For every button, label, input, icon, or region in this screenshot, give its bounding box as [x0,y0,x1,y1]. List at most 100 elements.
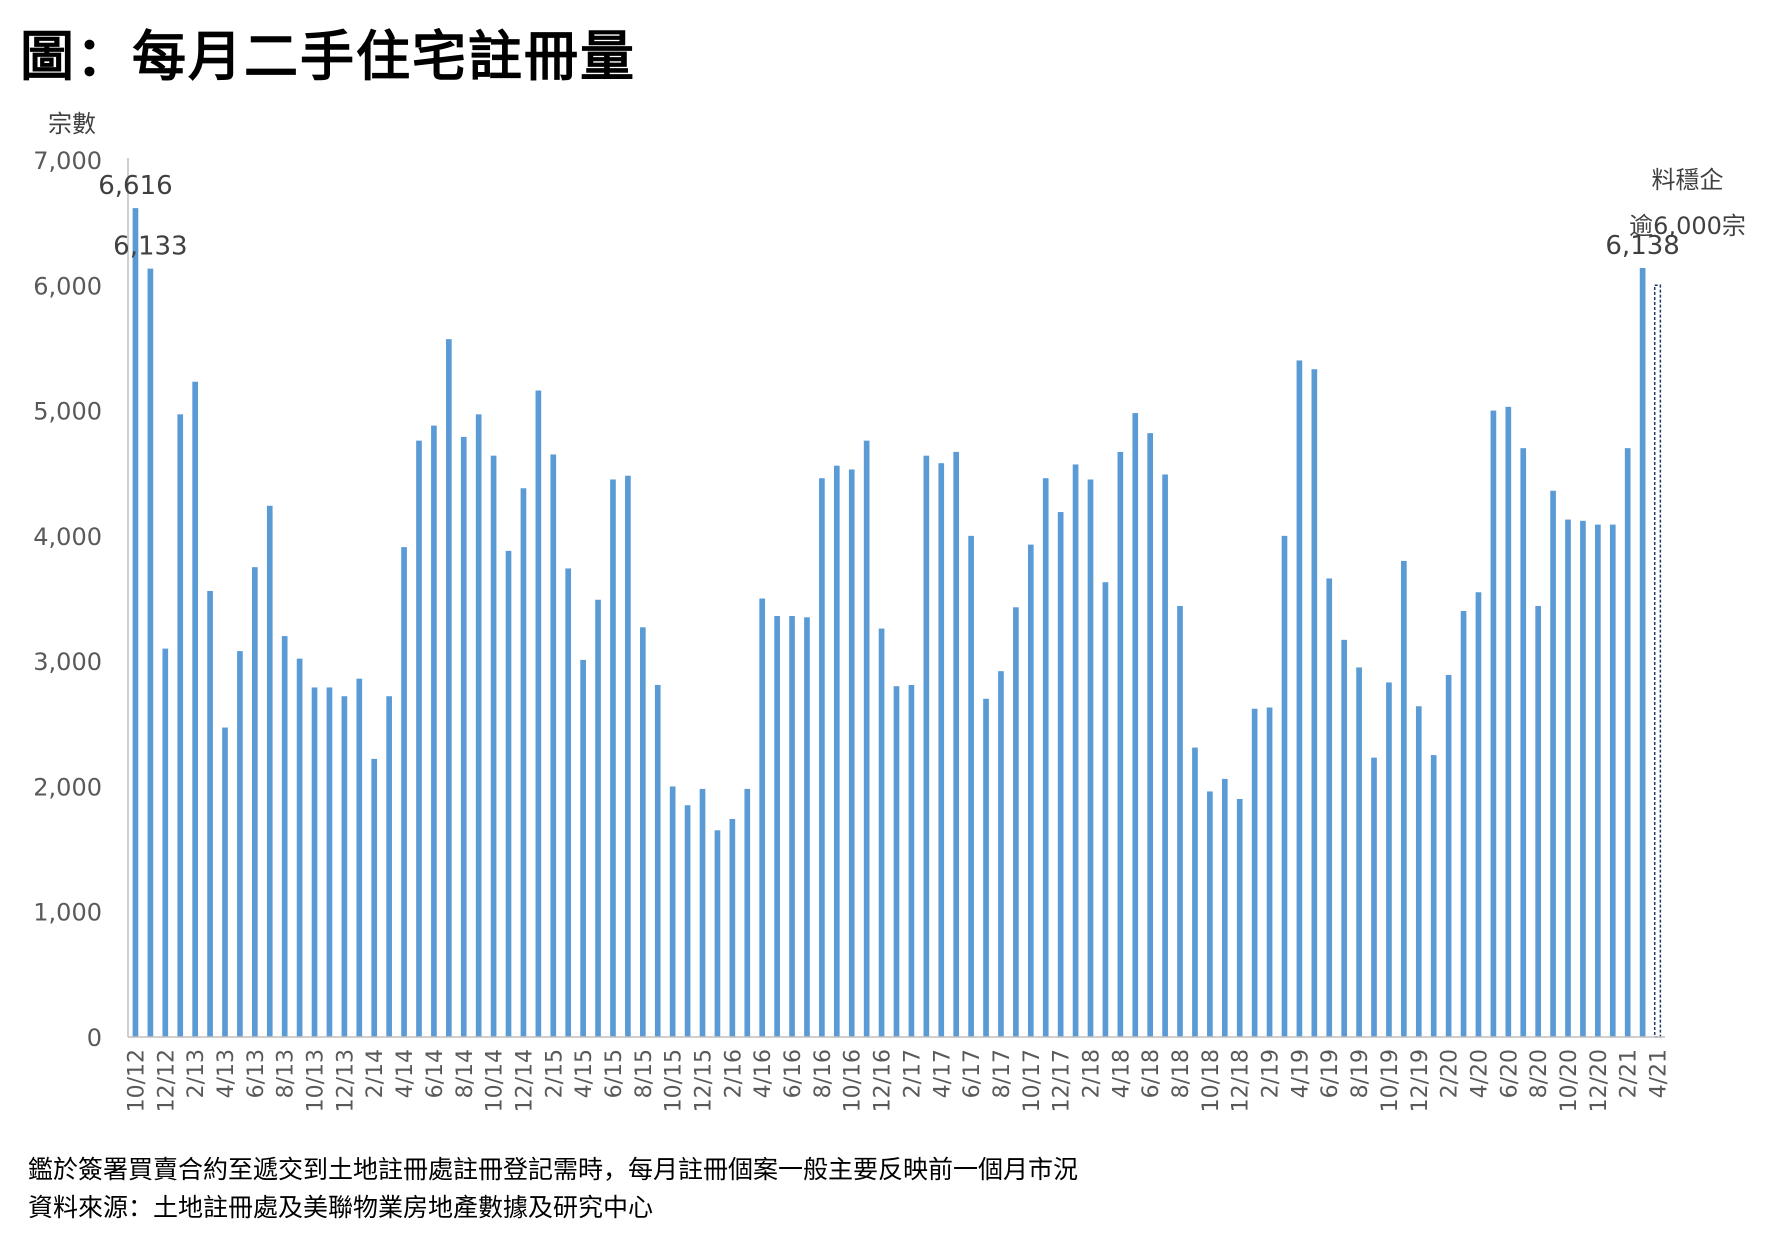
bar [983,698,989,1037]
bars [132,208,1662,1038]
x-tick-label: 4/21 [1647,1049,1672,1098]
x-tick-label: 6/18 [1139,1049,1164,1098]
x-tick-label: 2/15 [542,1049,567,1098]
bar [1266,707,1273,1037]
bar [565,568,572,1037]
bar [1236,798,1243,1037]
x-tick-label: 2/17 [900,1049,925,1098]
bar [908,684,915,1037]
x-tick-label: 8/17 [990,1049,1015,1098]
footnote: 鑑於簽署買賣合約至遞交到土地註冊處註冊登記需時，每月註冊個案一般主要反映前一個月… [28,1155,1079,1184]
bar [878,628,885,1037]
bar [505,550,512,1037]
x-tick-label: 10/20 [1557,1049,1582,1112]
y-tick-label: 3,000 [33,648,102,676]
bar [998,671,1004,1037]
y-axis: 宗數 0 1,000 2,000 3,000 4,000 5,000 6,000 7,000 [33,110,129,1052]
y-tick-label: 6,000 [33,272,102,300]
x-tick-label: 12/19 [1408,1049,1433,1112]
bar [1490,410,1497,1038]
bar [550,454,557,1038]
bar [490,455,497,1037]
bar [460,436,467,1037]
x-tick-label: 4/18 [1109,1049,1134,1098]
bar [1401,560,1407,1037]
x-tick-label: 10/19 [1378,1049,1403,1112]
bar [1042,478,1049,1037]
bar [445,339,452,1037]
bar [1251,708,1258,1037]
bar [431,425,437,1037]
bar [1415,706,1422,1037]
x-tick-label: 6/20 [1497,1049,1522,1098]
x-tick-label: 12/12 [154,1049,179,1112]
x-tick-label: 2/18 [1079,1049,1104,1098]
bar [1311,369,1318,1037]
bar [1027,544,1034,1037]
bar [1386,682,1392,1037]
data-label: 6,138 [1605,231,1679,261]
bar [1460,611,1467,1037]
bar [1087,479,1094,1037]
bar [1624,448,1631,1038]
projected-bar [1653,284,1662,1038]
bar [729,819,736,1037]
bar [1565,519,1571,1037]
x-tick-label: 4/19 [1288,1049,1313,1098]
bar [625,475,631,1038]
x-tick-label: 6/16 [781,1049,806,1098]
y-tick-label: 0 [87,1024,102,1052]
x-tick-label: 6/17 [960,1049,985,1098]
x-tick-label: 12/20 [1587,1049,1612,1112]
bar [281,636,288,1037]
x-tick-label: 4/14 [393,1049,418,1098]
bar [1132,413,1139,1037]
x-tick-label: 4/16 [751,1049,776,1098]
x-tick-label: 6/15 [602,1049,627,1098]
bar [1430,755,1437,1037]
bar [595,599,601,1037]
bar [714,830,721,1037]
bar [1147,433,1154,1037]
bar [1207,791,1213,1037]
bar [266,505,273,1037]
bar [1550,490,1556,1037]
bar [222,727,228,1037]
x-tick-label: 12/18 [1229,1049,1254,1112]
bar [237,651,243,1037]
bar [1535,606,1541,1037]
x-tick-label: 10/14 [483,1049,508,1112]
bar [684,805,691,1037]
bar [1356,667,1362,1037]
bar [1013,607,1019,1037]
x-tick-label: 12/14 [512,1049,537,1112]
bar [580,659,586,1037]
y-tick-label: 4,000 [33,523,102,551]
bar [1117,451,1124,1037]
bar [311,687,318,1037]
bar [774,616,780,1037]
y-tick-label: 7,000 [33,147,102,175]
x-tick-label: 2/20 [1438,1049,1463,1098]
bar [401,547,407,1037]
bar [147,268,154,1038]
x-tick-label: 8/13 [274,1049,299,1098]
bar [1221,778,1228,1037]
bar [833,465,840,1037]
x-tick-label: 12/16 [871,1049,896,1112]
x-tick-label: 12/13 [333,1049,358,1112]
x-tick-label: 10/12 [124,1049,149,1112]
x-tick-label: 2/21 [1617,1049,1642,1098]
bar [535,390,542,1037]
bar [356,678,363,1037]
bar [848,469,855,1038]
x-tick-label: 6/14 [423,1049,448,1098]
bar [819,478,825,1037]
x-tick-label: 8/15 [632,1049,657,1098]
x-tick-label: 10/16 [841,1049,866,1112]
x-tick-label: 2/14 [363,1049,388,1098]
bar [475,414,482,1038]
x-axis: 10/12 12/12 2/13 4/13 6/13 8/13 10/13 12/13 2/14… [124,1036,1672,1112]
